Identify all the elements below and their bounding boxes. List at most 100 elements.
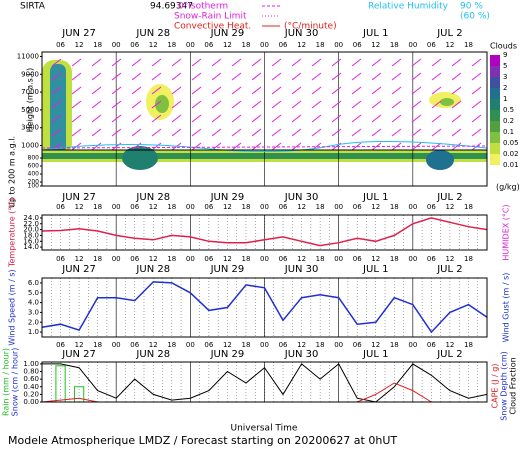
y-tick-label: 7000: [21, 88, 39, 96]
hour-label: 12: [297, 341, 306, 349]
convective-legend: Convective Heat.: [174, 22, 251, 32]
colorbar-band: [490, 154, 500, 165]
hour-label: 06: [279, 341, 288, 349]
wind-barb: [251, 72, 262, 81]
hour-label: 18: [93, 203, 102, 211]
wind-barb: [231, 58, 242, 67]
wind-barb: [191, 142, 202, 151]
wind-barb: [211, 58, 222, 67]
hour-label: 18: [241, 255, 250, 263]
agl-tick-label: 400: [28, 171, 40, 178]
y-tick-label: 20.0: [23, 226, 39, 234]
agl-tick-label: 100: [28, 183, 40, 190]
date-label: JUN 29: [210, 192, 245, 203]
hour-label: 12: [223, 41, 232, 49]
wind-barb: [131, 128, 142, 137]
hour-label: 06: [56, 41, 65, 49]
wind-barb: [391, 58, 402, 67]
wind-barb: [71, 114, 82, 123]
date-label: JUL 2: [436, 349, 462, 360]
wind-barb: [51, 100, 62, 109]
wind-barb: [231, 142, 242, 151]
wind-barb: [151, 58, 162, 67]
wind-barb: [431, 142, 442, 151]
y-tick-label: 18.0: [23, 231, 39, 239]
wind-barb: [411, 142, 422, 151]
y-tick-label: 5000: [21, 106, 39, 114]
wind-barb: [291, 128, 302, 137]
hour-label: 12: [371, 341, 380, 349]
wind-barb: [471, 114, 482, 123]
wind-barb: [451, 58, 462, 67]
wind-barb: [391, 142, 402, 151]
wind-barb: [451, 100, 462, 109]
hour-label: 00: [112, 341, 121, 349]
wind-barb: [91, 72, 102, 81]
hour-label: 06: [279, 41, 288, 49]
hour-label: 06: [427, 203, 436, 211]
y-tick-label: 0.60: [23, 375, 39, 383]
wind-barb: [211, 114, 222, 123]
wind-barb: [451, 72, 462, 81]
wind-barb: [471, 58, 482, 67]
hour-label: 06: [353, 255, 362, 263]
hour-label: 00: [334, 41, 343, 49]
colorbar-unit: (g/kg): [496, 183, 520, 192]
hour-label: 00: [408, 341, 417, 349]
wind-barb: [351, 58, 362, 67]
date-label: JUL 2: [436, 192, 462, 203]
y-axis-label: Snow (cm / hour): [11, 348, 20, 417]
wind-barb: [311, 86, 322, 95]
hour-label: 12: [149, 341, 158, 349]
wind-barb: [451, 128, 462, 137]
wind-barb: [431, 100, 442, 109]
wind-barb: [91, 58, 102, 67]
hour-label: 12: [223, 341, 232, 349]
date-label: JUN 28: [135, 349, 170, 360]
wind-barb: [351, 142, 362, 151]
date-label: JUN 29: [210, 264, 245, 275]
wind-barb: [231, 114, 242, 123]
wind-barb: [391, 100, 402, 109]
y-tick-label: 1000: [21, 142, 39, 150]
colorbar-band: [490, 55, 500, 66]
hour-label: 00: [112, 203, 121, 211]
wind-barb: [431, 86, 442, 95]
y-tick-label: 16.0: [23, 237, 39, 245]
hour-label: 18: [167, 255, 176, 263]
wind-barb: [251, 86, 262, 95]
hour-label: 06: [353, 203, 362, 211]
y2-axis-label: HUMIDEX (°C): [502, 204, 511, 260]
wind-barb: [391, 114, 402, 123]
hour-label: 06: [279, 255, 288, 263]
hour-label: 18: [316, 203, 325, 211]
hour-label: 06: [56, 341, 65, 349]
wind-barb: [231, 86, 242, 95]
hour-label: 12: [75, 255, 84, 263]
y-tick-label: 0.40: [23, 383, 39, 391]
wind-barb: [151, 114, 162, 123]
hour-label: 18: [464, 255, 473, 263]
date-label: JUN 30: [284, 349, 319, 360]
y-tick-label: 0.80: [23, 368, 39, 376]
isotherm-legend: 0°Isotherm: [178, 2, 228, 12]
wind-barb: [191, 114, 202, 123]
wind-barb: [411, 86, 422, 95]
wind-barb: [191, 58, 202, 67]
wind-barb: [51, 58, 62, 67]
wind-barb: [231, 100, 242, 109]
colorbar-band: [490, 132, 500, 143]
rh-high: 90 %: [460, 2, 483, 12]
wind-barb: [291, 58, 302, 67]
hour-label: 18: [316, 255, 325, 263]
hour-label: 00: [334, 203, 343, 211]
date-label: JUN 30: [284, 192, 319, 203]
wind-barb: [211, 72, 222, 81]
hour-label: 18: [241, 203, 250, 211]
hour-label: 18: [93, 41, 102, 49]
wind-barb: [411, 114, 422, 123]
wind-barb: [251, 128, 262, 137]
wind-barb: [351, 86, 362, 95]
wind-barb: [411, 100, 422, 109]
wind-barb: [411, 72, 422, 81]
